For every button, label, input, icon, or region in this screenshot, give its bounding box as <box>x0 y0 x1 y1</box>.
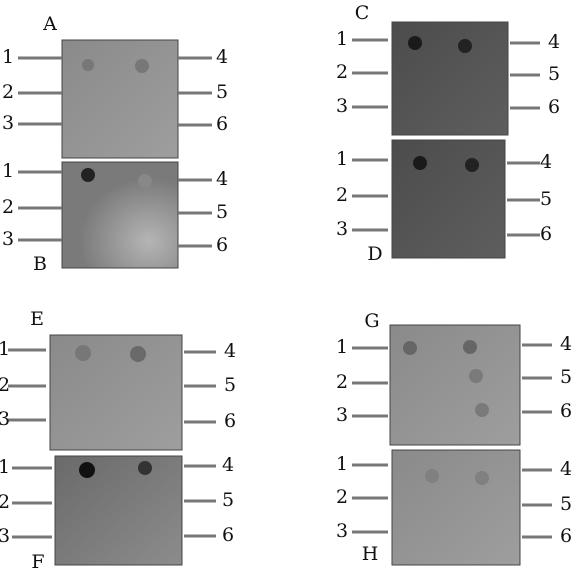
lane-label: 6 <box>222 524 234 546</box>
lane-label: 2 <box>2 196 14 218</box>
lane-label: 6 <box>540 223 552 245</box>
blot-membrane <box>62 40 178 158</box>
lane-label: 3 <box>0 525 10 547</box>
blot-dot <box>82 59 94 71</box>
blot-dot <box>135 59 149 73</box>
lane-label: 5 <box>560 493 572 515</box>
blot-dot <box>138 461 152 475</box>
lane-label: 3 <box>336 404 348 426</box>
lane-label: 1 <box>2 46 14 68</box>
panel-label: B <box>33 253 47 275</box>
blot-dot <box>81 168 95 182</box>
blot-dot <box>79 462 95 478</box>
lane-label: 3 <box>0 408 10 430</box>
lane-label: 5 <box>560 366 572 388</box>
blot-dot <box>458 39 472 53</box>
blot-dot <box>465 158 479 172</box>
blot-dot <box>130 346 146 362</box>
lane-label: 4 <box>222 454 234 476</box>
panel-label: D <box>367 243 382 265</box>
lane-label: 4 <box>560 333 572 355</box>
lane-label: 3 <box>2 112 14 134</box>
lane-label: 4 <box>224 340 236 362</box>
lane-label: 2 <box>336 371 348 393</box>
lane-label: 6 <box>216 113 228 135</box>
lane-label: 1 <box>0 456 10 478</box>
blot-dot <box>408 36 422 50</box>
blot-membrane <box>55 456 182 565</box>
lane-label: 3 <box>336 95 348 117</box>
lane-label: 1 <box>336 28 348 50</box>
lane-label: 4 <box>216 46 228 68</box>
lane-label: 5 <box>222 489 234 511</box>
lane-label: 3 <box>336 218 348 240</box>
lane-label: 1 <box>2 160 14 182</box>
lane-label: 5 <box>548 63 560 85</box>
lane-label: 2 <box>336 486 348 508</box>
lane-label: 1 <box>0 338 10 360</box>
blot-dot <box>75 345 91 361</box>
lane-label: 4 <box>560 458 572 480</box>
lane-label: 6 <box>560 525 572 547</box>
blot-membrane <box>392 140 505 258</box>
panel-label: A <box>42 13 57 35</box>
blot-membrane <box>50 335 182 450</box>
lane-label: 5 <box>540 188 552 210</box>
blot-dot <box>425 469 439 483</box>
figure: A123456B123456C123456D123456E123456F1234… <box>0 0 574 574</box>
lane-label: 6 <box>548 96 560 118</box>
lane-label: 5 <box>216 201 228 223</box>
lane-label: 3 <box>2 228 14 250</box>
lane-label: 1 <box>336 148 348 170</box>
lane-label: 5 <box>224 374 236 396</box>
lane-label: 5 <box>216 81 228 103</box>
blot-membrane <box>62 162 178 268</box>
blot-membrane <box>392 450 520 565</box>
panel-label: E <box>30 308 44 330</box>
blot-dot <box>469 369 483 383</box>
lane-label: 6 <box>560 400 572 422</box>
panel-label: G <box>364 310 379 332</box>
lane-label: 1 <box>336 336 348 358</box>
blot-dot <box>463 340 477 354</box>
lane-label: 4 <box>216 168 228 190</box>
lane-label: 6 <box>224 410 236 432</box>
panel-label: H <box>362 543 379 565</box>
lane-label: 2 <box>0 491 10 513</box>
blot-dot <box>475 403 489 417</box>
lane-label: 3 <box>336 520 348 542</box>
lane-label: 4 <box>548 31 560 53</box>
blot-dot <box>413 156 427 170</box>
lane-label: 4 <box>540 151 552 173</box>
lane-label: 6 <box>216 234 228 256</box>
lane-label: 1 <box>336 453 348 475</box>
panel-label: C <box>355 2 370 24</box>
blot-dot <box>403 341 417 355</box>
panel-label: F <box>31 551 44 573</box>
lane-label: 2 <box>336 61 348 83</box>
lane-label: 2 <box>2 81 14 103</box>
blot-dot <box>475 471 489 485</box>
lane-label: 2 <box>0 374 10 396</box>
blot-dot <box>138 174 152 188</box>
lane-label: 2 <box>336 184 348 206</box>
